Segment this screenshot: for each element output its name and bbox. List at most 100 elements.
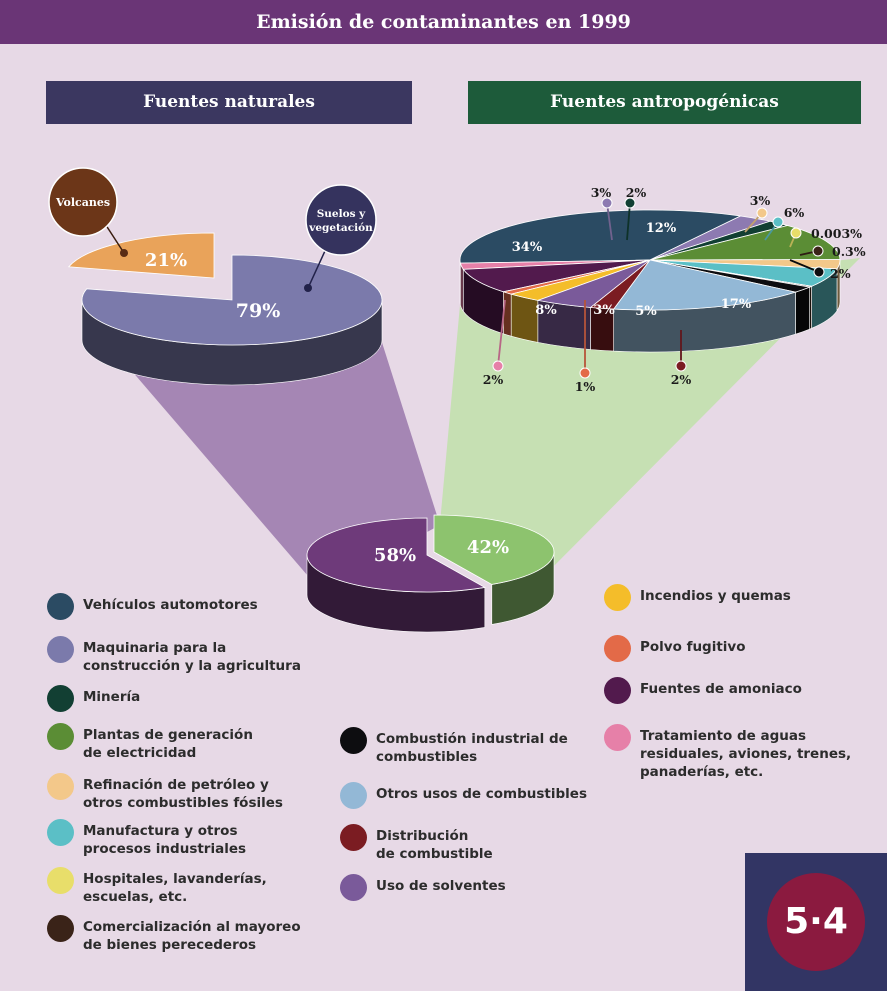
legend-item: Fuentes de amoniaco xyxy=(604,677,802,704)
anthropogenic-marker-8 xyxy=(813,266,825,278)
natural-sources-header: Fuentes naturales xyxy=(46,81,412,124)
legend-swatch xyxy=(47,685,74,712)
anthropogenic-pie-value-13: 1% xyxy=(575,379,596,394)
anthropogenic-leader-2 xyxy=(626,202,631,241)
anthropogenic-pie-value-10: 2% xyxy=(671,372,692,387)
natural-funnel xyxy=(88,320,440,590)
legend-label: Refinación de petróleo y otros combustib… xyxy=(83,777,283,811)
legend-label: Vehículos automotores xyxy=(83,597,258,613)
anthropogenic-pie-value-12: 3% xyxy=(593,303,615,318)
legend-label: Tratamiento de aguas residuales, aviones… xyxy=(640,728,852,780)
anthropogenic-pie-slice-15-side xyxy=(460,263,464,313)
legend-swatch xyxy=(47,636,74,663)
anthropogenic-pie-value-0: 34% xyxy=(512,240,543,255)
legend-swatch xyxy=(604,584,631,611)
anthropogenic-marker-5 xyxy=(772,216,784,228)
total-pie-value-0: 58% xyxy=(374,545,416,566)
legend-swatch xyxy=(47,819,74,846)
suelos-marker xyxy=(304,284,312,292)
legend-item: Vehículos automotores xyxy=(47,593,258,620)
anthropogenic-pie-value-11: 5% xyxy=(635,304,657,319)
anthropogenic-pie-slice-12-side xyxy=(510,293,539,343)
anthropogenic-sources-header: Fuentes antropogénicas xyxy=(468,81,861,124)
legend-swatch xyxy=(340,782,367,809)
natural-pie-value-1: 21% xyxy=(145,250,187,271)
suelos-bubble xyxy=(305,184,377,256)
volcanes-label: Volcanes xyxy=(55,196,110,209)
legend-swatch xyxy=(340,824,367,851)
legend-swatch xyxy=(340,727,367,754)
anthropogenic-pie-value-2: 2% xyxy=(626,185,647,200)
legend-item: Distribución de combustible xyxy=(340,824,493,863)
total-pie xyxy=(306,514,555,633)
legend-label: Polvo fugitivo xyxy=(640,639,746,655)
legend-item: Combustión industrial de combustibles xyxy=(340,727,568,766)
legend-item: Hospitales, lavanderías, escuelas, etc. xyxy=(47,867,267,906)
anthropogenic-marker-10 xyxy=(675,360,687,372)
legend-label: Distribución de combustible xyxy=(376,828,493,862)
natural-pie xyxy=(67,232,383,386)
legend-item: Plantas de generación de electricidad xyxy=(47,723,253,762)
legend-item: Otros usos de combustibles xyxy=(340,782,587,809)
suelos-label-line-2: vegetación xyxy=(308,222,373,234)
legend-item: Incendios y quemas xyxy=(604,584,791,611)
volcanes-bubble xyxy=(48,167,118,237)
total-pie-slice-1 xyxy=(433,514,555,585)
legend-label: Combustión industrial de combustibles xyxy=(376,731,568,765)
legend-item: Tratamiento de aguas residuales, aviones… xyxy=(604,724,852,781)
anthropogenic-pie-slice-9 xyxy=(612,259,798,311)
legend-item: Polvo fugitivo xyxy=(604,635,746,662)
legend-item: Refinación de petróleo y otros combustib… xyxy=(47,773,283,812)
legend-label: Incendios y quemas xyxy=(640,588,791,604)
anthropogenic-pie-value-7: 0.3% xyxy=(832,244,866,259)
legend-swatch xyxy=(604,635,631,662)
natural-pie-value-0: 79% xyxy=(236,300,281,322)
legend-swatch xyxy=(47,593,74,620)
anthropogenic-pie-value-14: 8% xyxy=(535,303,557,318)
anthropogenic-pie-slice-8-side xyxy=(795,286,810,335)
legend-label: Minería xyxy=(83,689,141,705)
legend-item: Minería xyxy=(47,685,141,712)
legend-label: Comercialización al mayoreo de bienes pe… xyxy=(83,919,301,953)
anthropogenic-pie-value-3: 12% xyxy=(646,221,677,236)
legend-swatch xyxy=(47,915,74,942)
legend-swatch xyxy=(47,723,74,750)
total-pie-slice-0 xyxy=(306,517,486,593)
anthropogenic-pie-value-5: 6% xyxy=(784,205,805,220)
anthropogenic-marker-15 xyxy=(492,360,504,372)
natural-pie-slice-0 xyxy=(81,254,383,346)
anthropogenic-pie-value-8: 2% xyxy=(830,266,851,281)
legend-label: Otros usos de combustibles xyxy=(376,786,587,802)
chart-title: Emisión de contaminantes en 1999 xyxy=(0,0,887,44)
anthropogenic-pie xyxy=(459,209,841,353)
anthropogenic-pie-value-4: 3% xyxy=(750,193,771,208)
anthropogenic-pie-slice-13-side xyxy=(503,291,512,337)
natural-pie-slice-1 xyxy=(67,232,215,279)
anthropogenic-pie-slice-10 xyxy=(589,259,651,310)
legend-swatch xyxy=(604,724,631,751)
suelos-label-line-1: Suelos y xyxy=(317,208,366,220)
legend-item: Maquinaria para la construcción y la agr… xyxy=(47,636,301,675)
legend-swatch xyxy=(604,677,631,704)
anthropogenic-leader-1 xyxy=(606,202,613,241)
anthropogenic-pie-value-1: 3% xyxy=(591,185,612,200)
anthropogenic-leader-15 xyxy=(497,299,506,367)
legend-item: Uso de solventes xyxy=(340,874,506,901)
legend-label: Manufactura y otros procesos industriale… xyxy=(83,823,247,857)
anthropogenic-pie-value-15: 2% xyxy=(483,372,504,387)
legend-swatch xyxy=(47,867,74,894)
legend-swatch xyxy=(340,874,367,901)
legend-label: Uso de solventes xyxy=(376,878,506,894)
legend-swatch xyxy=(47,773,74,800)
anthropogenic-marker-7 xyxy=(812,245,824,257)
anthropogenic-marker-2 xyxy=(624,197,636,209)
anthropogenic-pie-value-6: 0.003% xyxy=(811,226,862,241)
legend-label: Hospitales, lavanderías, escuelas, etc. xyxy=(83,871,267,905)
anthropogenic-pie-value-9: 17% xyxy=(721,297,752,312)
legend-label: Fuentes de amoniaco xyxy=(640,681,802,697)
anthropogenic-marker-4 xyxy=(756,207,768,219)
figure-number: 5·4 xyxy=(767,873,865,971)
figure-badge: 5·4 xyxy=(745,853,887,991)
